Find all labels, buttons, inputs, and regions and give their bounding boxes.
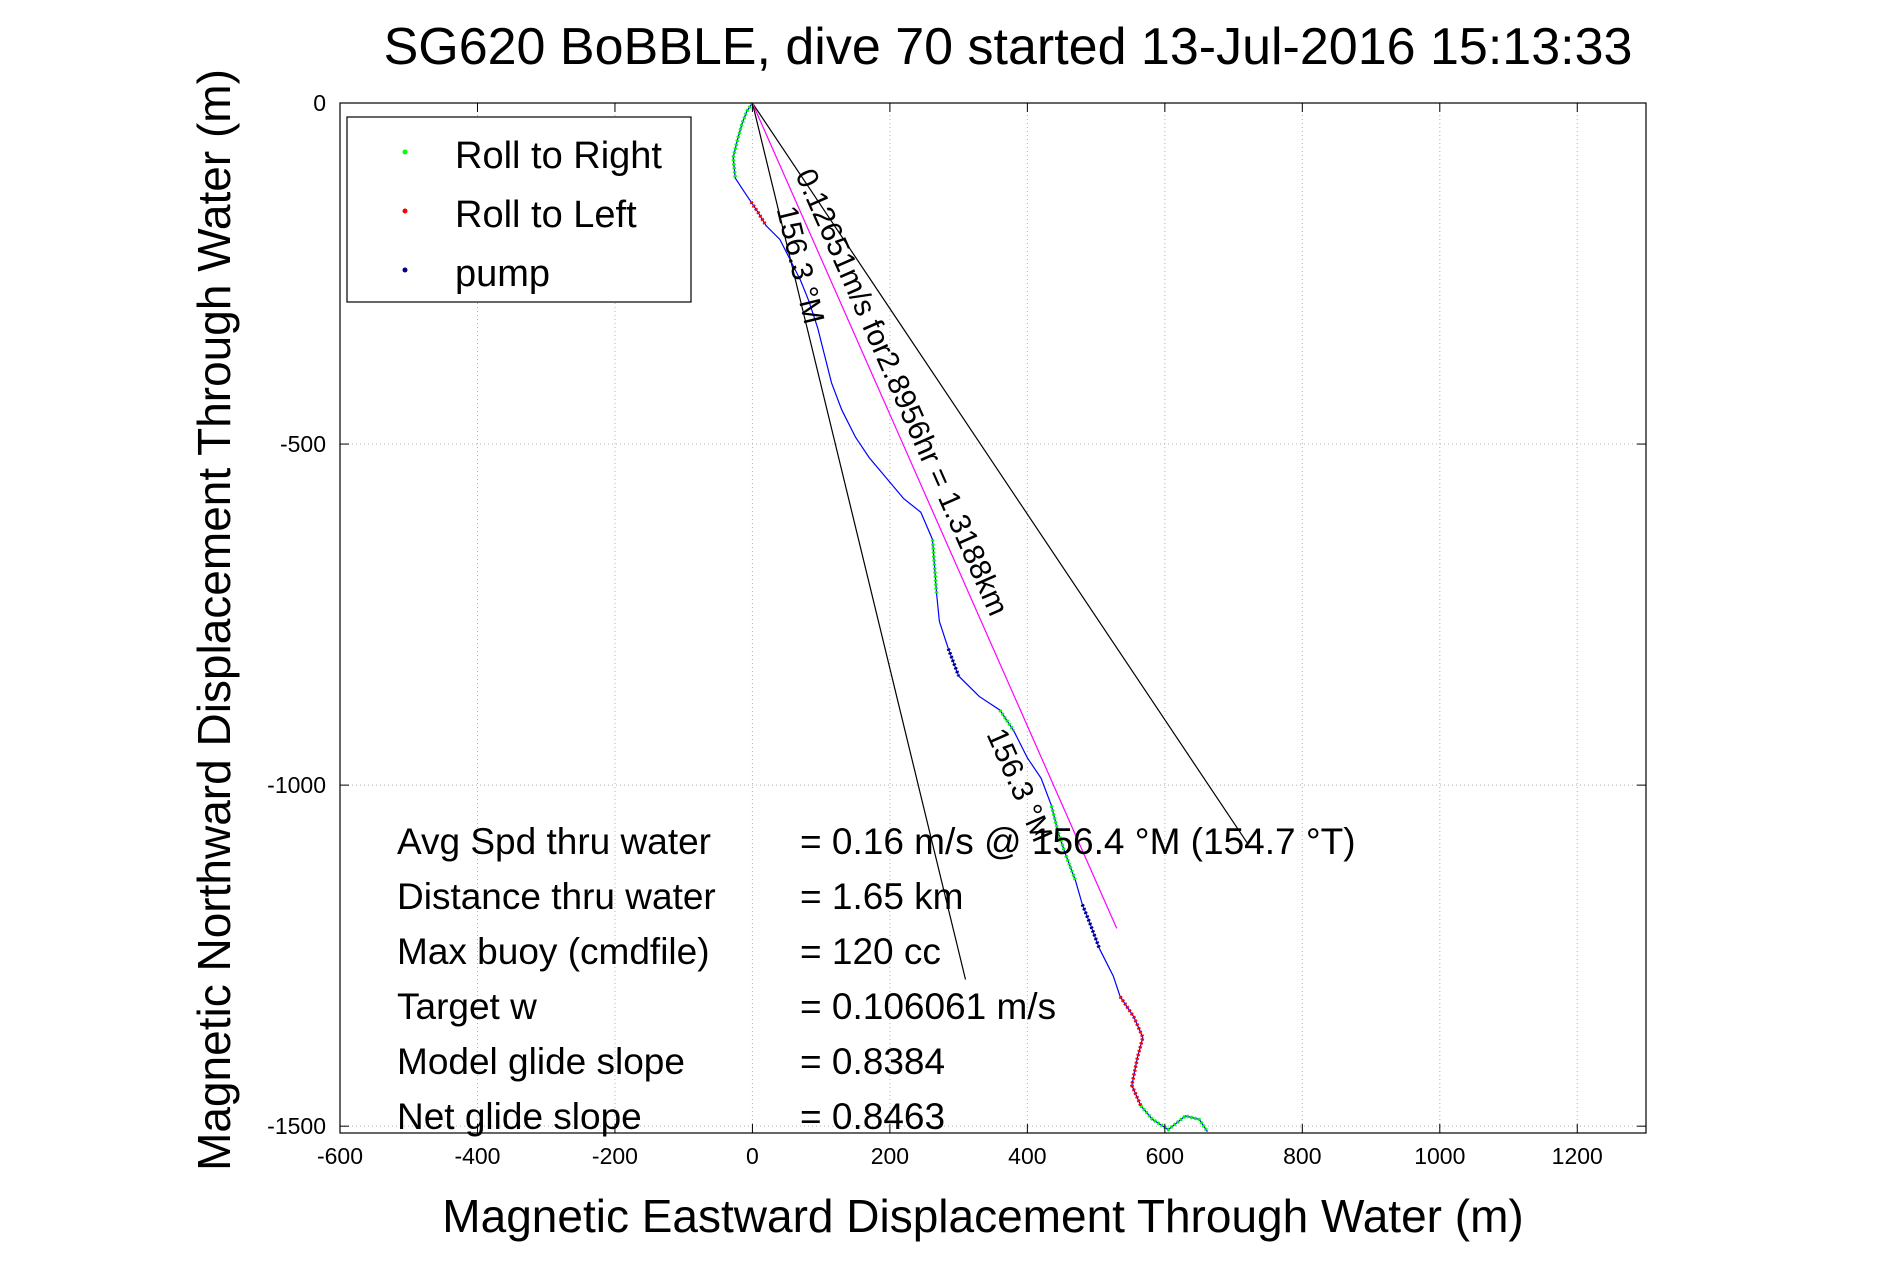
chart-title: SG620 BoBBLE, dive 70 started 13-Jul-201… [384, 18, 1633, 76]
y-axis-label: Magnetic Northward Displacement Through … [188, 69, 240, 1171]
y-tick-label: -1500 [267, 1113, 326, 1139]
reference-line-2 [751, 102, 1118, 929]
axis-ticks: -600 -400 -200 0 200 400 600 800 1000 1200 0 -500 -1… [267, 90, 1646, 1169]
segment-pump [946, 648, 961, 677]
y-tick-label: -1000 [267, 772, 326, 798]
info-value-avg-speed: = 0.16 m/s @ 156.4 °M (154.7 °T) [800, 821, 1356, 862]
info-label-avg-speed: Avg Spd thru water [397, 821, 711, 862]
reference-line-0 [751, 102, 967, 980]
legend-label-roll-right: Roll to Right [455, 135, 662, 177]
info-value-distance: = 1.65 km [800, 876, 964, 917]
info-panel: Avg Spd thru water = 0.16 m/s @ 156.4 °M… [397, 821, 1356, 1137]
reference-line-1 [751, 102, 1248, 844]
info-value-model-glide: = 0.8384 [800, 1041, 945, 1082]
segment-roll-to-left [749, 200, 768, 227]
legend: Roll to Right Roll to Left pump [346, 116, 692, 303]
y-tick-label: -500 [280, 431, 326, 457]
info-label-target-w: Target w [397, 986, 537, 1027]
x-tick-label: 400 [1008, 1143, 1046, 1169]
x-tick-label: 0 [746, 1143, 759, 1169]
legend-label-pump: pump [455, 253, 550, 295]
x-axis-label: Magnetic Eastward Displacement Through W… [442, 1190, 1523, 1242]
x-tick-label: 200 [871, 1143, 909, 1169]
info-label-model-glide: Model glide slope [397, 1041, 685, 1082]
track-segments [731, 102, 1209, 1133]
info-label-distance: Distance thru water [397, 876, 716, 917]
info-label-max-buoy: Max buoy (cmdfile) [397, 931, 710, 972]
info-label-net-glide: Net glide slope [397, 1096, 642, 1137]
x-tick-label: 800 [1283, 1143, 1321, 1169]
y-tick-label: 0 [313, 90, 326, 116]
info-value-target-w: = 0.106061 m/s [800, 986, 1056, 1027]
legend-label-roll-left: Roll to Left [455, 194, 637, 236]
reference-lines [751, 102, 1248, 980]
plot-frame [339, 102, 1647, 1134]
legend-marker-pump [402, 267, 408, 273]
info-value-max-buoy: = 120 cc [800, 931, 941, 972]
legend-marker-roll-left [402, 208, 408, 214]
x-tick-label: -400 [454, 1143, 500, 1169]
segment-roll-to-right [998, 709, 1016, 732]
x-tick-label: -600 [317, 1143, 363, 1169]
segment-pump [1080, 903, 1102, 950]
x-tick-label: 1200 [1552, 1143, 1603, 1169]
segment-roll-to-right [1049, 805, 1078, 882]
legend-marker-roll-right [402, 149, 408, 155]
x-tick-label: 1000 [1414, 1143, 1465, 1169]
segment-roll-to-left [1118, 995, 1145, 1107]
segment-roll-to-right [930, 539, 939, 595]
x-tick-label: -200 [592, 1143, 638, 1169]
x-tick-label: 600 [1146, 1143, 1184, 1169]
info-value-net-glide: = 0.8463 [800, 1096, 945, 1137]
segment-roll-to-right [731, 102, 754, 179]
